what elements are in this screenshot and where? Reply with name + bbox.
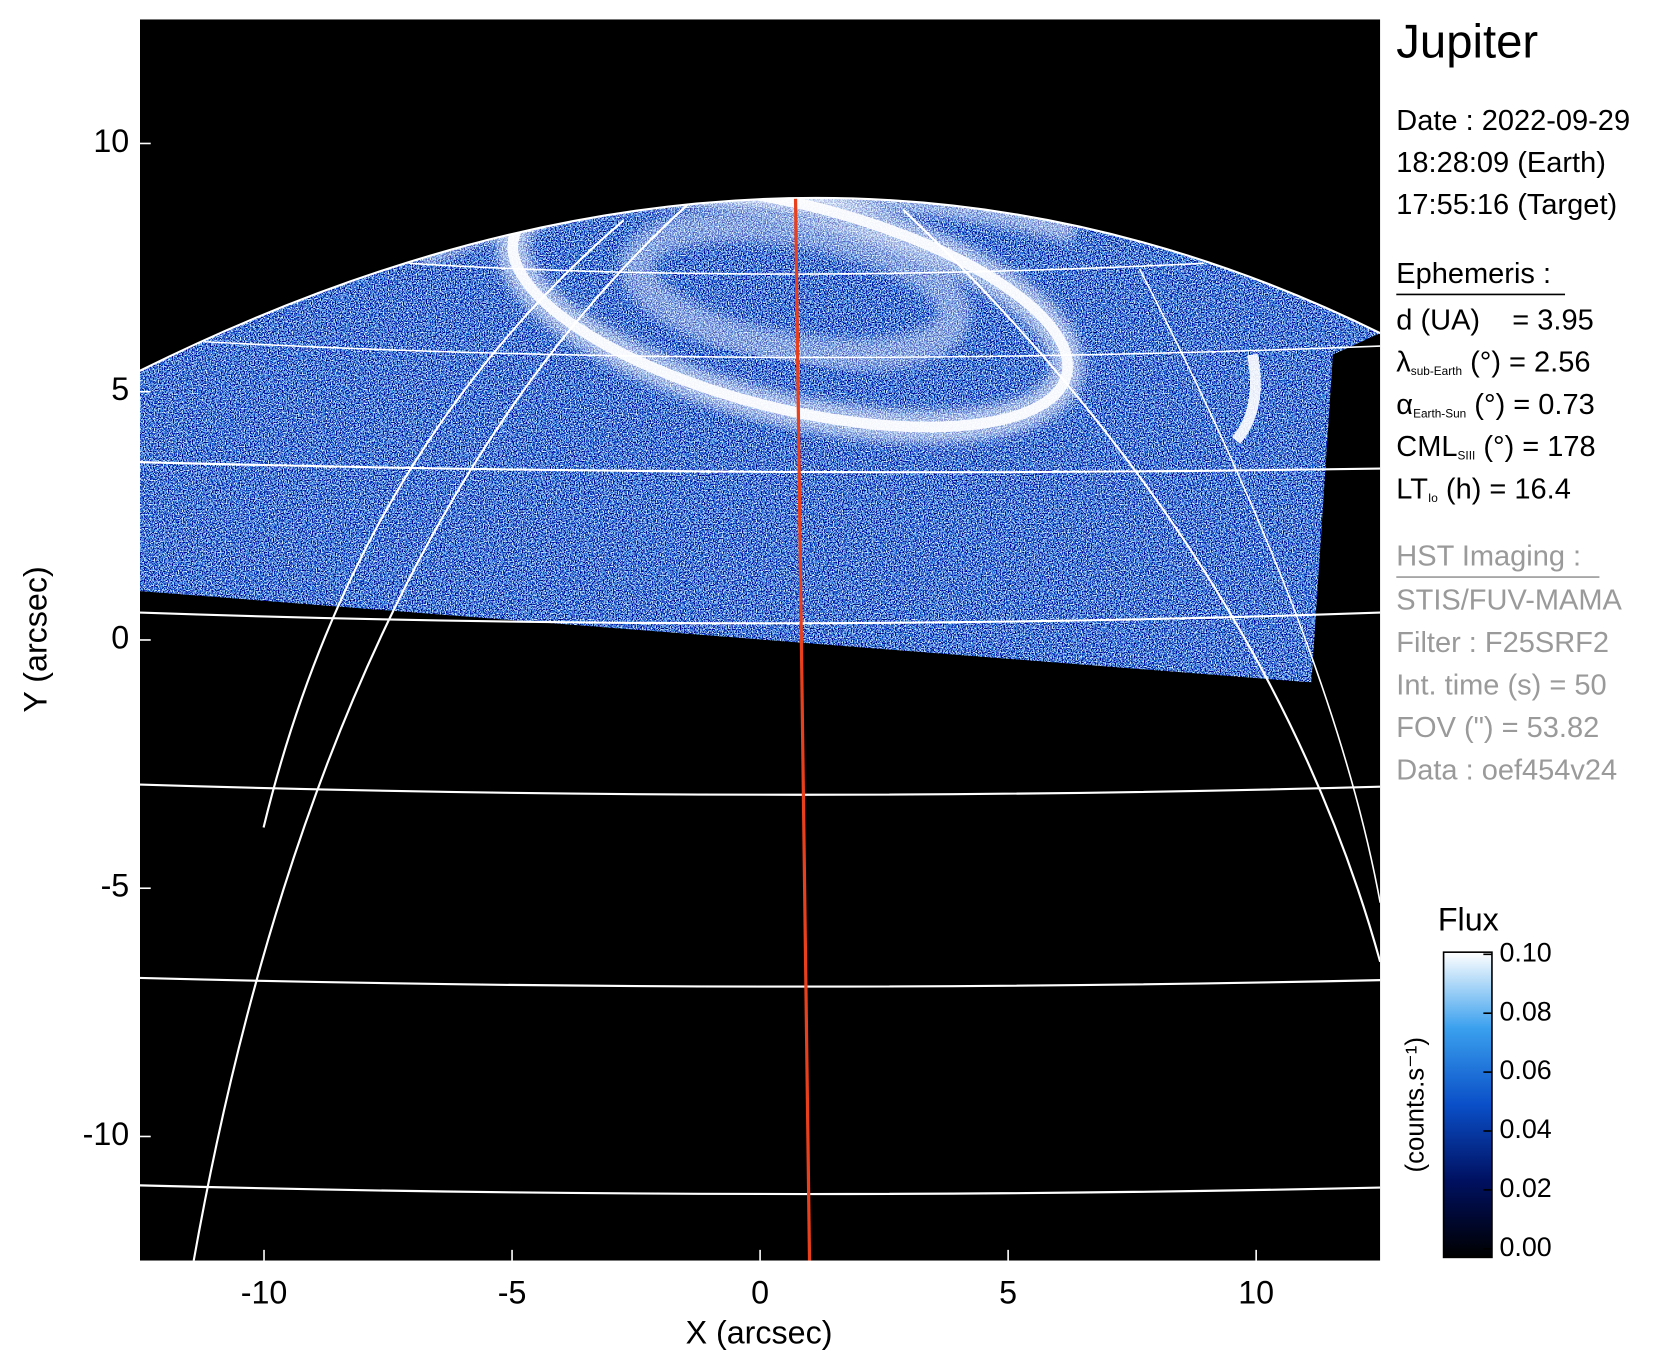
y-tick-label: -10 (83, 1116, 130, 1152)
entry-rest: (°) = 178 (1475, 431, 1595, 463)
entry-rest: (°) = 2.56 (1462, 346, 1590, 378)
planet-grid (139, 196, 1381, 1261)
hst-heading: HST Imaging : (1396, 540, 1581, 572)
x-tick-label: 10 (1238, 1275, 1274, 1311)
entry-sub: Earth-Sun (1413, 407, 1466, 421)
hst-line: Int. time (s) = 50 (1396, 670, 1606, 702)
y-axis-label: Y (arcsec) (17, 566, 53, 712)
colorbar-tick-label: 0.08 (1499, 996, 1551, 1026)
x-tick-label: -5 (498, 1275, 527, 1311)
hst-line: FOV (") = 53.82 (1396, 712, 1599, 744)
colorbar (1442, 951, 1493, 1259)
ephemeris-entry: LTIo (h) = 16.4 (1396, 473, 1571, 505)
colorbar-label: (counts.s⁻¹) (1402, 1037, 1430, 1172)
ephemeris-entry: λsub-Earth (°) = 2.56 (1396, 346, 1590, 378)
x-tick-label: 5 (999, 1275, 1017, 1311)
colorbar-title: Flux (1438, 902, 1499, 938)
colorbar-tick-label: 0.04 (1499, 1114, 1551, 1144)
hst-line: Filter : F25SRF2 (1396, 627, 1609, 659)
x-tick-label: 0 (751, 1275, 769, 1311)
hst-line: STIS/FUV-MAMA (1396, 584, 1622, 616)
image-panel (139, 19, 1381, 1261)
x-axis-label: X (arcsec) (686, 1314, 833, 1350)
x-tick-label: -10 (241, 1275, 288, 1311)
entry-main: d (UA) = 3.95 (1396, 304, 1593, 336)
date-line: 17:55:16 (Target) (1396, 189, 1617, 221)
entry-main: LT (1396, 473, 1428, 505)
title: Jupiter (1396, 16, 1538, 69)
y-tick-label: -5 (101, 868, 130, 904)
y-tick-label: 0 (111, 619, 129, 655)
entry-rest: (°) = 0.73 (1466, 388, 1594, 420)
entry-main: α (1396, 388, 1413, 420)
date-line: 18:28:09 (Earth) (1396, 147, 1606, 179)
colorbar-tick-label: 0.06 (1499, 1055, 1551, 1085)
colorbar-tick-label: 0.00 (1499, 1232, 1551, 1262)
y-tick-label: 10 (93, 123, 129, 159)
colorbar-tick-label: 0.10 (1499, 937, 1551, 967)
entry-sub: SIII (1458, 449, 1476, 463)
ephemeris-heading: Ephemeris : (1396, 258, 1551, 290)
date-line: Date : 2022-09-29 (1396, 105, 1630, 137)
entry-main: λ (1396, 346, 1411, 378)
entry-rest: (h) = 16.4 (1438, 473, 1571, 505)
central-meridian (793, 198, 812, 1261)
ephemeris-entry: αEarth-Sun (°) = 0.73 (1396, 388, 1594, 420)
hst-line: Data : oef454v24 (1396, 755, 1617, 787)
y-tick-label: 5 (111, 371, 129, 407)
colorbar-tick-label: 0.02 (1499, 1173, 1551, 1203)
ephemeris-entry: CMLSIII (°) = 178 (1396, 431, 1595, 463)
entry-main: CML (1396, 431, 1457, 463)
ephemeris-entry: d (UA) = 3.95 (1396, 304, 1593, 336)
entry-sub: sub-Earth (1411, 364, 1462, 378)
entry-sub: Io (1428, 491, 1438, 505)
